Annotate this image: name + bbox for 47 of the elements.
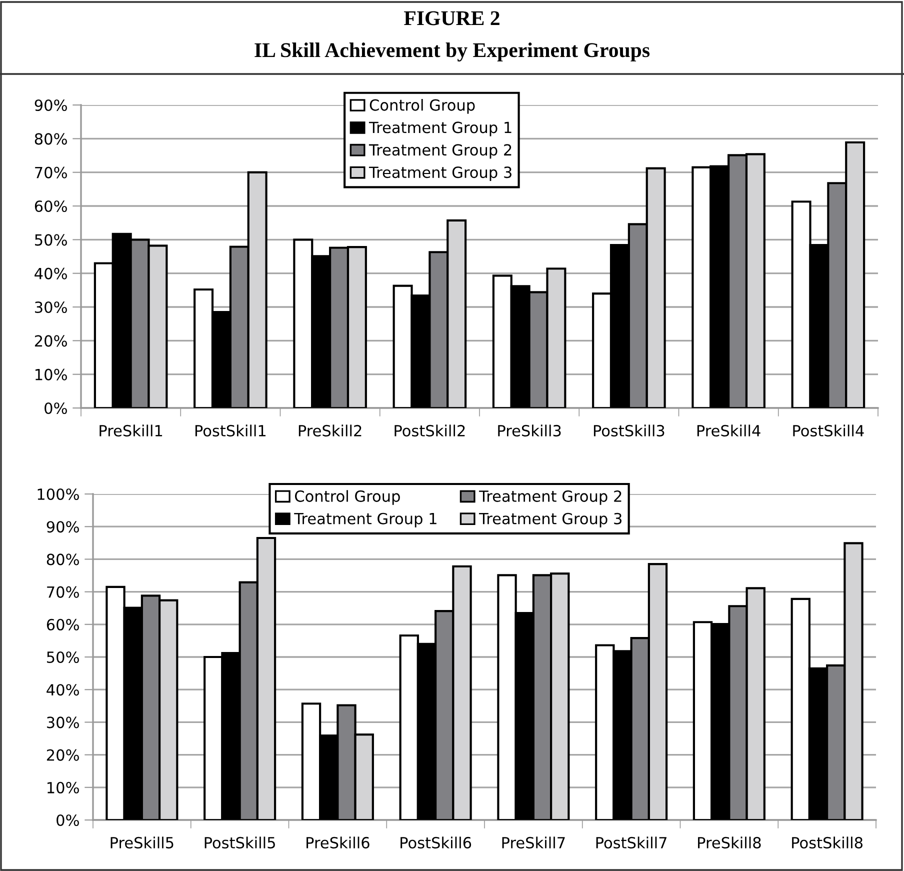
legend-label: Treatment Group 1 <box>294 512 436 528</box>
legend-label: Control Group <box>370 98 475 114</box>
y-tick-label: 60% <box>46 618 79 630</box>
y-tick-label: 60% <box>34 200 67 212</box>
chart-subtitle: IL Skill Achievement by Experiment Groups <box>254 42 650 62</box>
x-tick-label: PostSkill3 <box>594 424 664 436</box>
legend-label: Control Group <box>295 490 400 505</box>
x-tick-label: PreSkill2 <box>298 424 362 436</box>
y-tick-label: 100% <box>38 488 79 500</box>
legend-label: Treatment Group 3 <box>368 166 512 182</box>
x-tick-label: PostSkill8 <box>792 836 862 848</box>
x-tick-label: PreSkill8 <box>698 836 761 848</box>
y-tick-label: 30% <box>35 301 67 314</box>
legend-label: Treatment Group 2 <box>479 490 622 505</box>
legend-label: Treatment Group 3 <box>479 512 622 528</box>
x-tick-label: PostSkill4 <box>793 424 864 436</box>
x-tick-label: PreSkill3 <box>498 424 561 436</box>
x-tick-label: PreSkill1 <box>100 424 162 436</box>
legend-label: Treatment Group 2 <box>368 144 512 159</box>
y-tick-label: 40% <box>34 268 67 280</box>
x-tick-label: PostSkill7 <box>596 836 666 848</box>
y-tick-label: 0% <box>56 814 79 826</box>
y-tick-label: 70% <box>47 586 79 598</box>
y-tick-label: 80% <box>46 554 79 566</box>
x-tick-label: PreSkill7 <box>502 836 565 848</box>
y-tick-label: 20% <box>46 749 79 761</box>
x-tick-label: PostSkill1 <box>195 424 266 436</box>
y-tick-label: 10% <box>48 782 79 794</box>
x-tick-label: PostSkill5 <box>204 836 275 848</box>
y-tick-label: 90% <box>34 99 67 112</box>
x-tick-label: PreSkill6 <box>306 836 370 848</box>
x-tick-label: PostSkill2 <box>394 424 465 436</box>
y-tick-label: 0% <box>44 402 67 414</box>
x-tick-label: PreSkill5 <box>110 836 174 848</box>
y-tick-label: 50% <box>47 651 79 664</box>
legend-label: Treatment Group 1 <box>368 122 512 136</box>
x-tick-label: PreSkill4 <box>697 424 760 436</box>
y-tick-label: 50% <box>35 234 67 246</box>
y-tick-label: 30% <box>47 716 79 728</box>
x-tick-label: PostSkill6 <box>400 836 472 848</box>
y-tick-label: 90% <box>46 521 79 533</box>
y-tick-label: 10% <box>36 368 67 380</box>
y-tick-label: 70% <box>35 166 67 178</box>
chart-title: FIGURE 2 <box>404 11 500 26</box>
y-tick-label: 80% <box>34 133 67 145</box>
y-tick-label: 40% <box>46 684 79 696</box>
y-tick-label: 20% <box>34 335 67 347</box>
